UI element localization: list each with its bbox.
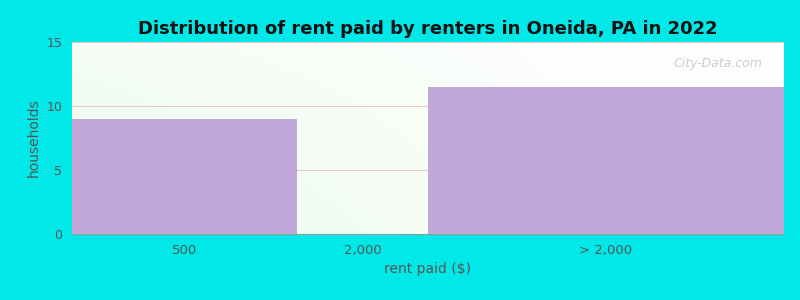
X-axis label: rent paid ($): rent paid ($)	[385, 262, 471, 276]
Bar	[428, 87, 784, 234]
Text: City-Data.com: City-Data.com	[674, 57, 762, 70]
Title: Distribution of rent paid by renters in Oneida, PA in 2022: Distribution of rent paid by renters in …	[138, 20, 718, 38]
Y-axis label: households: households	[27, 99, 41, 177]
Bar	[72, 119, 298, 234]
